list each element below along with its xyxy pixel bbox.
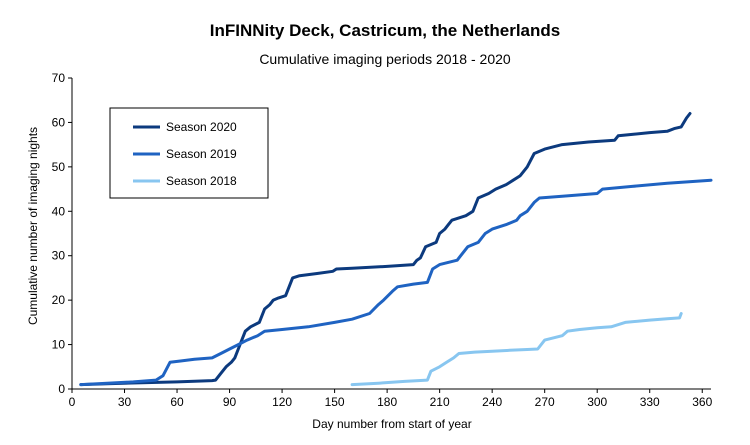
series-line-season-2019 <box>79 178 713 387</box>
chart-title: InFINNity Deck, Castricum, the Netherlan… <box>210 21 560 40</box>
x-tick-label: 30 <box>118 395 132 409</box>
legend-entry: Season 2019 <box>166 147 237 161</box>
x-tick-label: 300 <box>587 395 607 409</box>
series-line-season-2018 <box>350 312 683 387</box>
y-tick-label: 70 <box>52 71 66 85</box>
x-tick-label: 270 <box>535 395 555 409</box>
y-tick-label: 10 <box>52 338 66 352</box>
y-tick-label: 40 <box>52 204 66 218</box>
x-axis-label: Day number from start of year <box>312 417 471 431</box>
legend: Season 2020 Season 2019 Season 2018 <box>109 107 269 199</box>
x-tick-label: 210 <box>430 395 450 409</box>
x-tick-label: 120 <box>272 395 292 409</box>
y-tick-label: 50 <box>52 160 66 174</box>
x-tick-label: 90 <box>223 395 237 409</box>
y-axis-label: Cumulative number of imaging nights <box>26 127 40 325</box>
series-line-season-2020 <box>79 112 692 387</box>
x-tick-label: 180 <box>377 395 397 409</box>
y-axis-ticks: 0 10 20 30 40 50 60 70 <box>52 71 72 396</box>
x-tick-label: 150 <box>325 395 345 409</box>
y-tick-label: 0 <box>58 382 65 396</box>
y-tick-label: 20 <box>52 293 66 307</box>
x-tick-label: 330 <box>640 395 660 409</box>
chart-subtitle: Cumulative imaging periods 2018 - 2020 <box>259 51 511 67</box>
legend-entry: Season 2018 <box>166 174 237 188</box>
x-axis-ticks: 0 30 60 90 120 150 180 210 240 270 300 330 360 <box>69 389 713 409</box>
legend-entry: Season 2020 <box>166 120 237 134</box>
x-tick-label: 240 <box>482 395 502 409</box>
x-tick-label: 0 <box>69 395 76 409</box>
y-tick-label: 30 <box>52 249 66 263</box>
x-tick-label: 60 <box>170 395 184 409</box>
x-tick-label: 360 <box>692 395 712 409</box>
series-layer <box>79 112 713 387</box>
y-tick-label: 60 <box>52 115 66 129</box>
